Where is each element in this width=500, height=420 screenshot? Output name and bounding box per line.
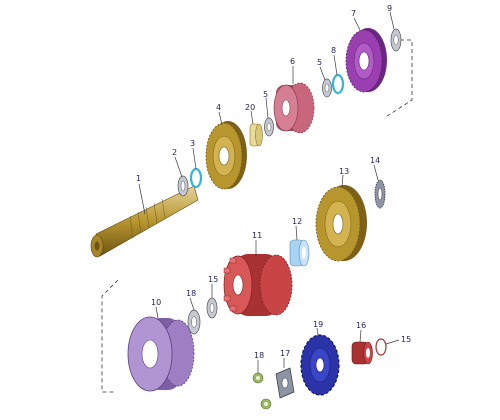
circlip-part-15b bbox=[375, 338, 387, 356]
gear-part-11 bbox=[223, 254, 293, 316]
washer-part-5a bbox=[264, 117, 274, 137]
label-part-8: 8 bbox=[331, 46, 336, 55]
part-labels: 1 2 3 4 20 5 6 5 8 7 9 14 13 12 11 15 18… bbox=[136, 4, 411, 360]
bushing-part-12 bbox=[289, 239, 310, 267]
label-part-14: 14 bbox=[370, 156, 380, 165]
lower-axis-line bbox=[101, 279, 119, 393]
washer-part-14 bbox=[374, 179, 386, 209]
label-part-18b: 18 bbox=[254, 351, 264, 360]
shaft-part-1 bbox=[90, 185, 199, 258]
label-part-12: 12 bbox=[292, 217, 302, 226]
leader-lines bbox=[138, 11, 400, 373]
gear-part-10 bbox=[127, 316, 195, 392]
label-part-17: 17 bbox=[280, 349, 290, 358]
label-part-16: 16 bbox=[356, 321, 366, 330]
nut-part-18b bbox=[252, 372, 272, 410]
label-part-10: 10 bbox=[151, 298, 161, 307]
sprocket-part-19 bbox=[300, 334, 340, 396]
label-part-9: 9 bbox=[387, 4, 392, 13]
label-part-5b: 5 bbox=[317, 58, 322, 67]
label-part-19: 19 bbox=[313, 320, 323, 329]
gear-part-13 bbox=[315, 185, 367, 262]
bushing-part-16 bbox=[351, 341, 373, 365]
circlip-part-3 bbox=[189, 167, 203, 189]
washer-part-5b bbox=[322, 78, 332, 98]
label-part-5a: 5 bbox=[263, 90, 268, 99]
label-part-4: 4 bbox=[216, 103, 221, 112]
gear-part-6 bbox=[273, 82, 315, 134]
upper-axis-line bbox=[383, 39, 413, 119]
gear-part-7 bbox=[345, 28, 387, 93]
gear-part-4 bbox=[205, 121, 247, 190]
label-part-15a: 15 bbox=[208, 275, 218, 284]
label-part-11: 11 bbox=[252, 231, 262, 240]
label-part-6: 6 bbox=[290, 57, 295, 66]
label-part-15b: 15 bbox=[401, 335, 411, 344]
lock-plate-part-17 bbox=[275, 367, 295, 399]
label-part-18a: 18 bbox=[186, 289, 196, 298]
label-part-1: 1 bbox=[136, 174, 141, 183]
washer-part-18a bbox=[187, 309, 201, 335]
circlip-part-8 bbox=[331, 73, 345, 95]
label-part-3: 3 bbox=[190, 139, 195, 148]
bearing-part-20 bbox=[249, 123, 263, 147]
label-part-7: 7 bbox=[351, 9, 356, 18]
label-part-13: 13 bbox=[339, 167, 349, 176]
washer-part-2 bbox=[177, 175, 189, 197]
washer-part-9 bbox=[390, 28, 402, 52]
label-part-2: 2 bbox=[172, 148, 177, 157]
label-part-20: 20 bbox=[245, 103, 255, 112]
washer-part-15a bbox=[206, 297, 218, 319]
